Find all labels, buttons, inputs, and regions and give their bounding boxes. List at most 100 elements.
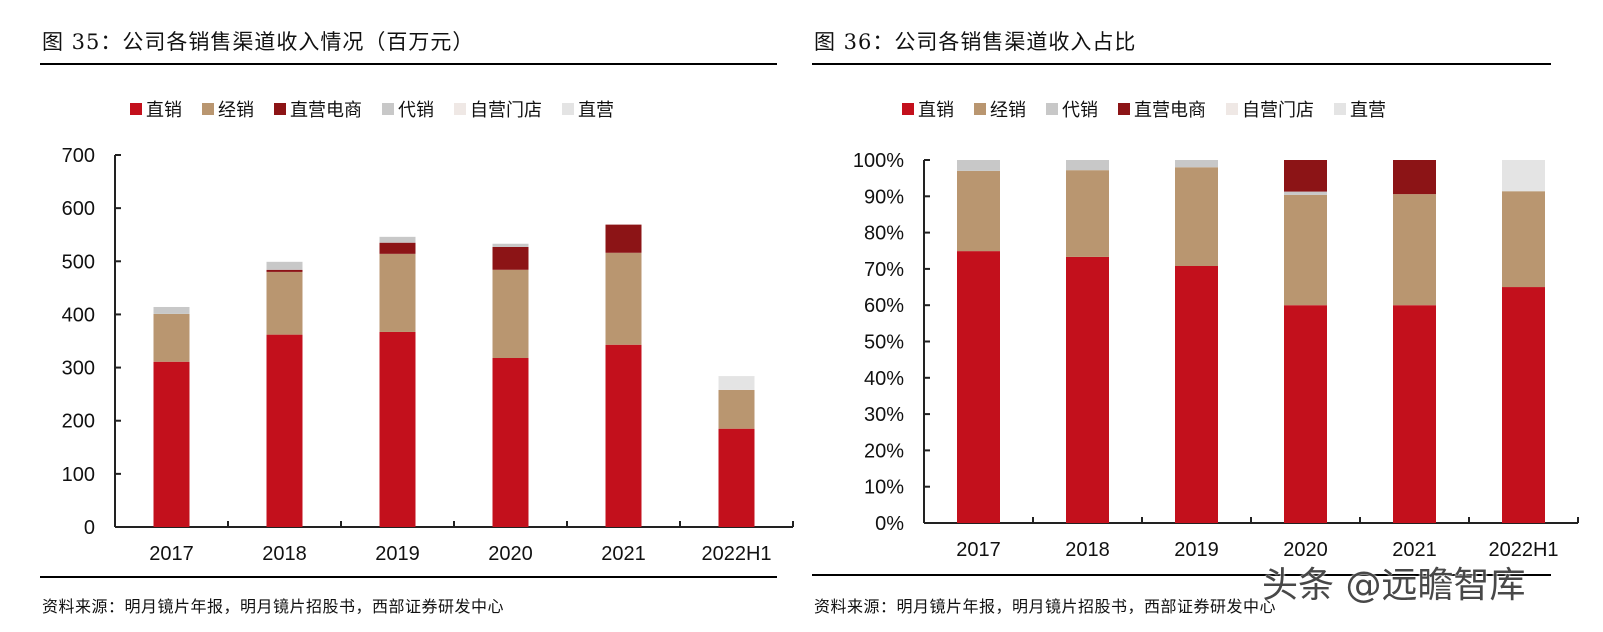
- right-bar-经销-2018: [1066, 170, 1109, 257]
- right-legend-item: 直销: [902, 96, 954, 122]
- right-y-tick-label: 40%: [864, 368, 904, 390]
- right-figure: 图 36：公司各销售渠道收入占比 直销 经销 代销 直营电商 自营门店 直营 0% 10% 2…: [800, 0, 1603, 632]
- left-x-tick-label: 2017: [149, 543, 194, 565]
- legend-swatch: [454, 103, 466, 115]
- legend-swatch: [1226, 103, 1238, 115]
- legend-label: 直营: [1350, 100, 1386, 121]
- right-bar-代销-2019: [1175, 160, 1218, 168]
- legend-swatch: [974, 103, 986, 115]
- right-bar-直销-2022H1: [1502, 287, 1545, 523]
- left-bar-经销-2020: [492, 269, 529, 359]
- right-legend-item: 直营电商: [1118, 96, 1206, 122]
- left-bar-直销-2022H1: [718, 428, 755, 527]
- right-source-rule: [812, 574, 1551, 576]
- left-bar-直营电商-2018: [266, 269, 303, 272]
- legend-label: 自营门店: [1242, 100, 1314, 121]
- left-chart: 0 100 200 300 400 500 600 700 2017 2018 2019 2020 20…: [62, 145, 794, 565]
- left-bar-代销-2020: [492, 243, 529, 247]
- left-legend-item: 经销: [202, 96, 254, 122]
- legend-swatch: [1118, 103, 1130, 115]
- left-bar-代销-2019: [379, 236, 416, 243]
- legend-swatch: [274, 103, 286, 115]
- right-x-tick-label: 2022H1: [1488, 539, 1558, 561]
- right-y-tick-label: 10%: [864, 477, 904, 499]
- left-figure: 图 35：公司各销售渠道收入情况（百万元） 直销 经销 直营电商 代销 自营门店 直营 0…: [0, 0, 800, 632]
- right-bar-直销-2019: [1175, 265, 1218, 523]
- legend-label: 代销: [1062, 100, 1098, 121]
- legend-label: 直销: [146, 100, 182, 121]
- left-y-tick-label: 0: [84, 517, 95, 539]
- legend-swatch: [130, 103, 142, 115]
- left-x-tick-label: 2022H1: [701, 543, 771, 565]
- right-bar-直销-2018: [1066, 256, 1109, 523]
- legend-swatch: [562, 103, 574, 115]
- right-bar-直营电商-2021: [1393, 160, 1436, 195]
- left-bar-直销-2018: [266, 334, 303, 527]
- legend-swatch: [202, 103, 214, 115]
- legend-swatch: [382, 103, 394, 115]
- left-y-tick-label: 100: [62, 464, 95, 486]
- right-y-tick-label: 0%: [875, 513, 904, 535]
- left-legend-item: 直营电商: [274, 96, 362, 122]
- legend-label: 经销: [218, 100, 254, 121]
- left-legend-item: 代销: [382, 96, 434, 122]
- legend-swatch: [902, 103, 914, 115]
- right-figure-title: 图 36：公司各销售渠道收入占比: [814, 30, 1137, 54]
- right-bar-直营-2022H1: [1502, 160, 1545, 192]
- left-legend-item: 直营: [562, 96, 614, 122]
- left-bar-经销-2021: [605, 252, 642, 345]
- right-legend-item: 经销: [974, 96, 1026, 122]
- right-y-tick-label: 100%: [853, 150, 904, 172]
- right-x-tick-label: 2019: [1174, 539, 1219, 561]
- right-x-tick-label: 2017: [956, 539, 1001, 561]
- right-y-tick-label: 20%: [864, 440, 904, 462]
- left-bar-直营-2022H1: [718, 376, 755, 390]
- left-x-tick-label: 2020: [488, 543, 533, 565]
- legend-label: 经销: [990, 100, 1026, 121]
- left-source-note: 资料来源：明月镜片年报，明月镜片招股书，西部证券研发中心: [42, 597, 505, 616]
- left-bar-直销-2017: [153, 361, 190, 527]
- left-bar-代销-2018: [266, 261, 303, 270]
- legend-swatch: [1334, 103, 1346, 115]
- right-bar-直营电商-2020: [1284, 160, 1327, 192]
- left-legend: 直销 经销 直营电商 代销 自营门店 直营: [130, 96, 614, 122]
- left-bar-代销-2017: [153, 306, 190, 314]
- left-y-tick-label: 400: [62, 304, 95, 326]
- left-bar-直营电商-2020: [492, 246, 529, 270]
- right-bar-直销-2017: [957, 251, 1000, 523]
- left-y-tick-label: 300: [62, 358, 95, 380]
- right-bar-经销-2019: [1175, 167, 1218, 266]
- right-x-tick-label: 2021: [1392, 539, 1437, 561]
- watermark: 头条 @远瞻智库: [1262, 565, 1526, 606]
- right-bar-经销-2020: [1284, 194, 1327, 306]
- left-bar-直营电商-2021: [605, 224, 642, 253]
- right-x-tick-label: 2020: [1283, 539, 1328, 561]
- left-bar-直销-2019: [379, 331, 416, 527]
- right-legend-item: 自营门店: [1226, 96, 1314, 122]
- left-legend-item: 直销: [130, 96, 182, 122]
- left-bar-经销-2017: [153, 313, 190, 362]
- legend-label: 直营电商: [1134, 100, 1206, 121]
- right-bar-经销-2022H1: [1502, 191, 1545, 288]
- right-bar-代销-2020: [1284, 191, 1327, 195]
- left-y-tick-label: 200: [62, 411, 95, 433]
- left-bar-经销-2022H1: [718, 389, 755, 429]
- right-legend: 直销 经销 代销 直营电商 自营门店 直营: [902, 96, 1386, 122]
- right-bar-代销-2018: [1066, 160, 1109, 171]
- right-bar-经销-2021: [1393, 194, 1436, 306]
- right-y-tick-label: 70%: [864, 259, 904, 281]
- right-legend-item: 代销: [1046, 96, 1098, 122]
- legend-label: 自营门店: [470, 100, 542, 121]
- left-figure-title: 图 35：公司各销售渠道收入情况（百万元）: [42, 30, 475, 54]
- left-x-tick-label: 2019: [375, 543, 420, 565]
- right-bar-直销-2020: [1284, 305, 1327, 523]
- legend-label: 直营电商: [290, 100, 362, 121]
- right-title-rule: [812, 63, 1551, 65]
- left-x-tick-label: 2018: [262, 543, 307, 565]
- left-bar-直销-2020: [492, 358, 529, 527]
- left-source-rule: [40, 576, 777, 578]
- right-y-tick-label: 50%: [864, 332, 904, 354]
- legend-label: 直营: [578, 100, 614, 121]
- legend-label: 代销: [398, 100, 434, 121]
- left-bar-直销-2021: [605, 344, 642, 527]
